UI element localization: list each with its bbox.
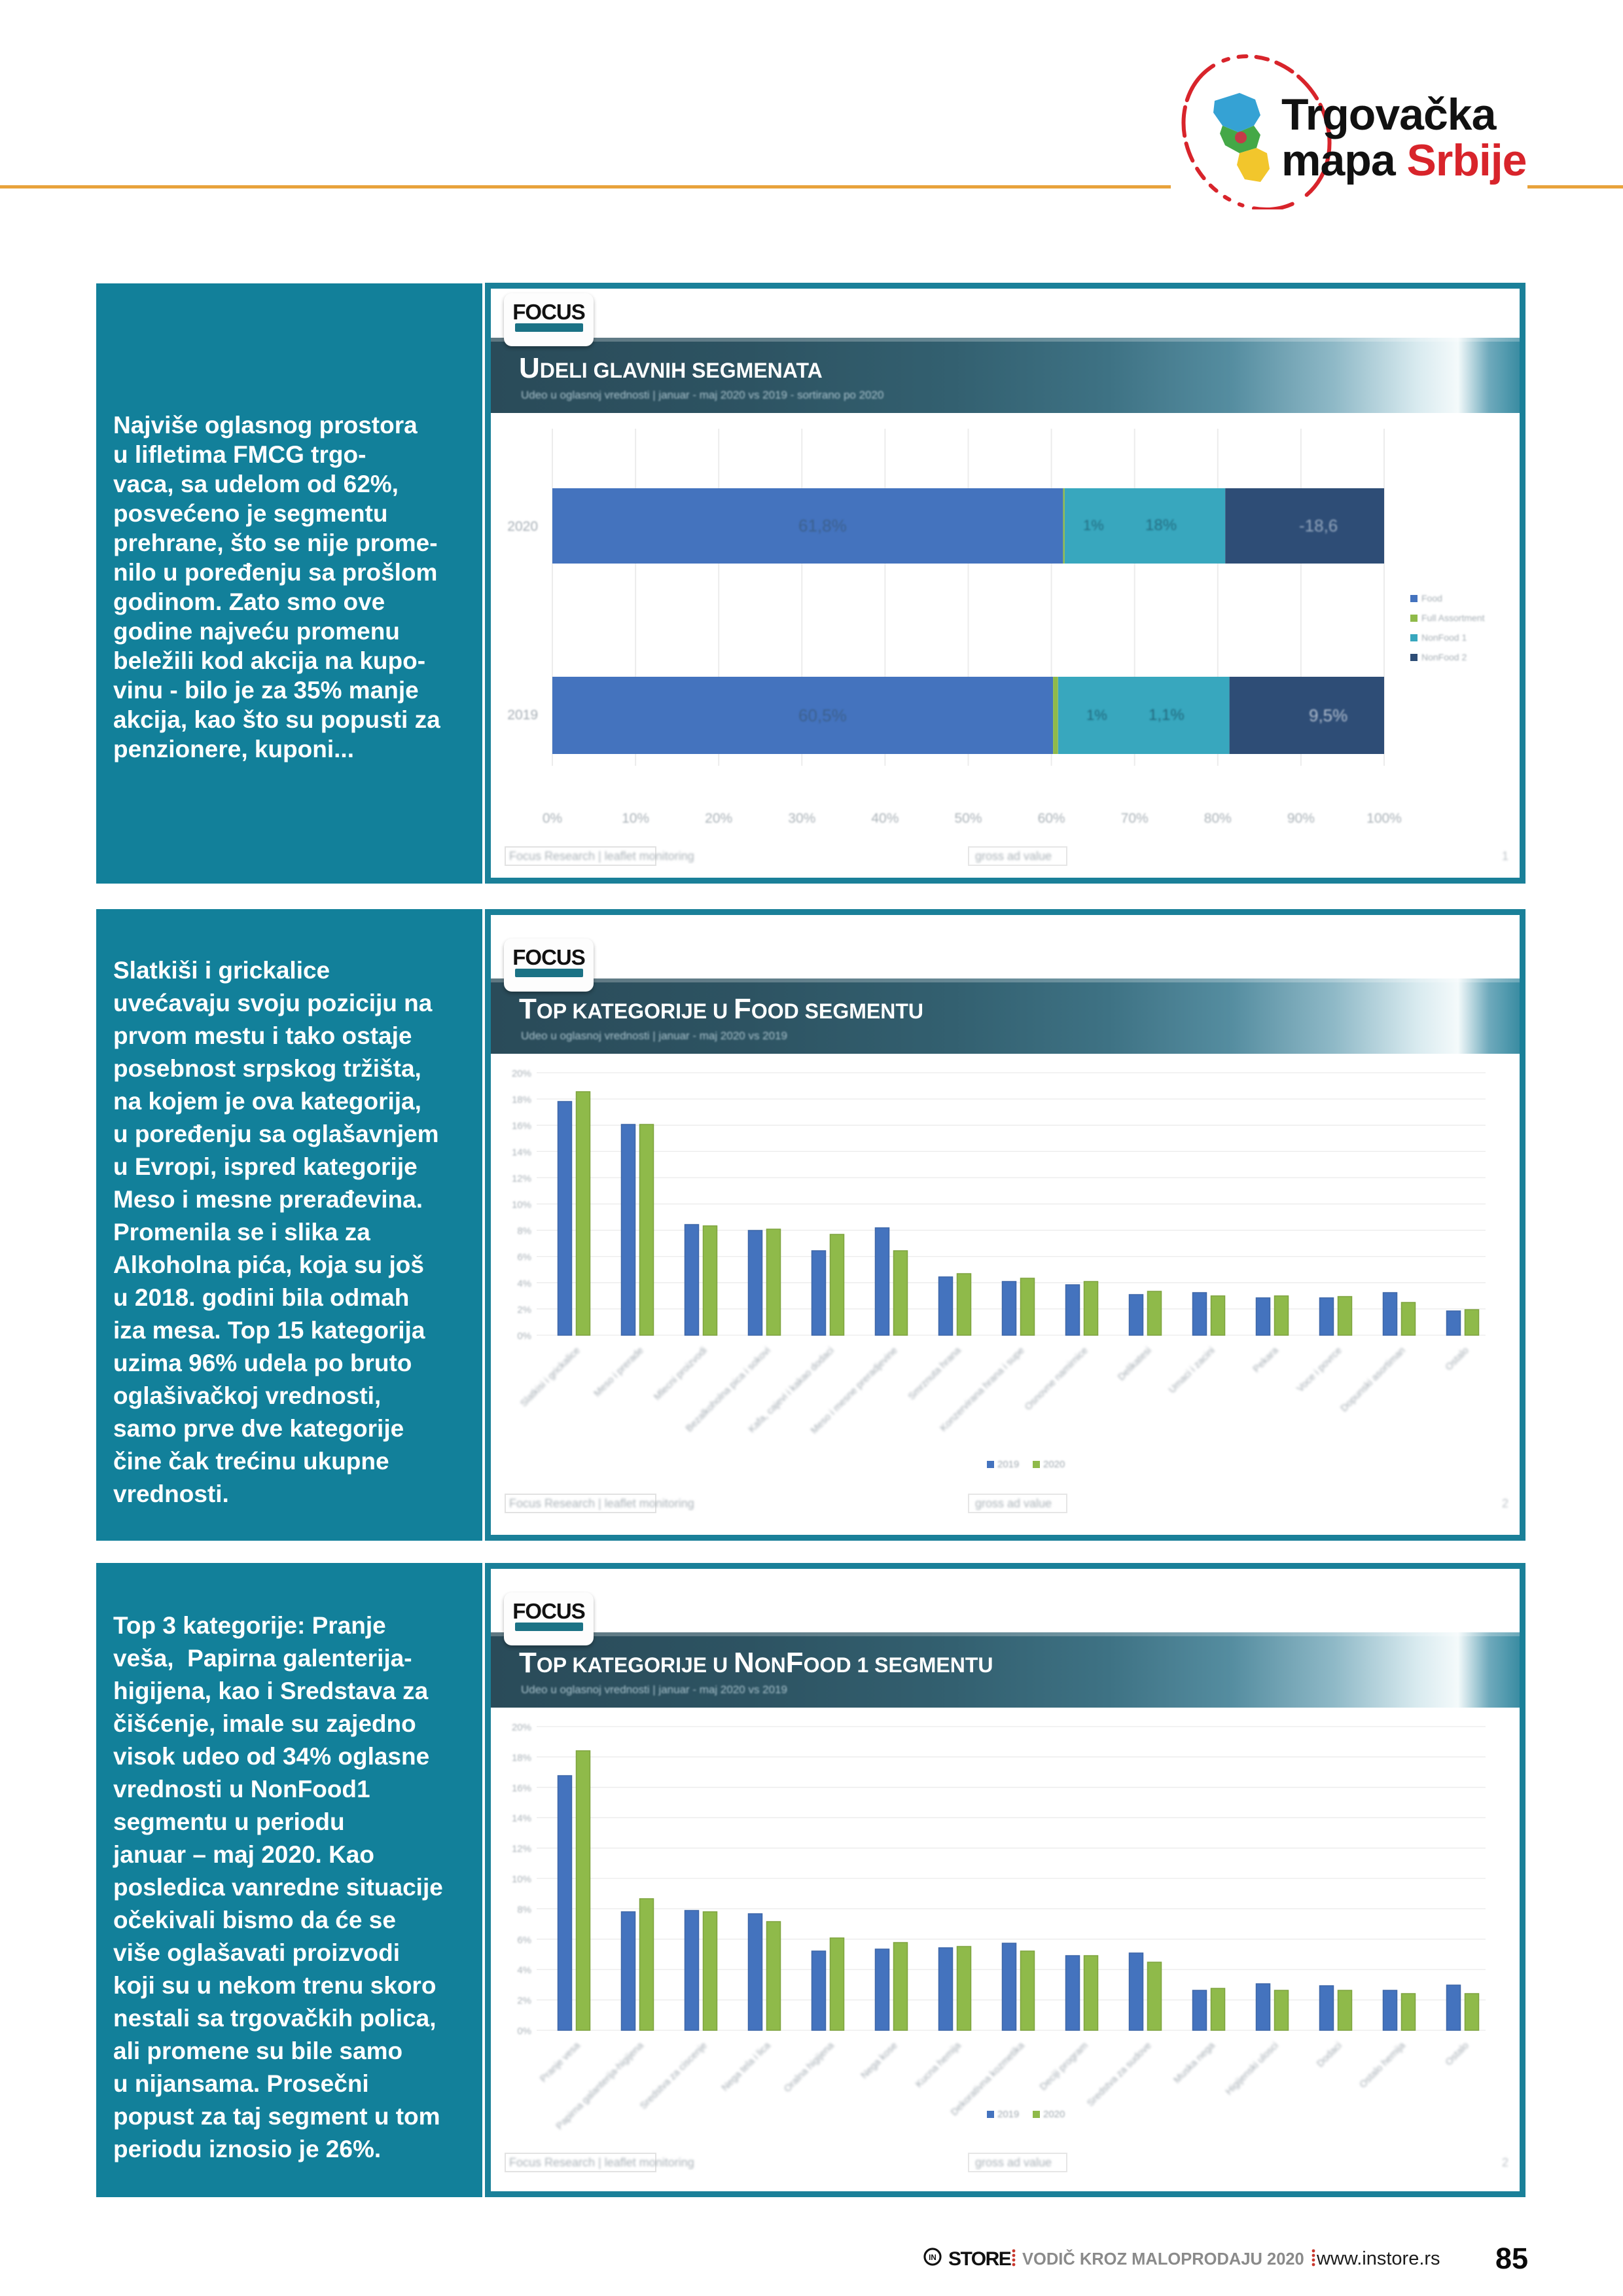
svg-text:12%: 12% (512, 1844, 531, 1855)
svg-text:4%: 4% (517, 1278, 531, 1289)
svg-text:10%: 10% (512, 1200, 531, 1211)
svg-text:Ostalo hemija: Ostalo hemija (1357, 2039, 1408, 2090)
svg-text:14%: 14% (512, 1813, 531, 1824)
svg-text:16%: 16% (512, 1783, 531, 1794)
svg-text:Nega kose: Nega kose (859, 2040, 900, 2081)
svg-text:0%: 0% (543, 811, 562, 826)
svg-text:Smrznuta hrana: Smrznuta hrana (906, 1344, 963, 1402)
svg-text:Pranje vesa: Pranje vesa (538, 2039, 582, 2084)
svg-text:9,5%: 9,5% (1309, 706, 1347, 725)
svg-text:Focus Research | leaflet monit: Focus Research | leaflet monitoring (509, 2156, 694, 2169)
svg-text:Higijenski ulosci: Higijenski ulosci (1223, 2040, 1280, 2097)
svg-text:1,1%: 1,1% (1149, 706, 1185, 724)
svg-text:30%: 30% (788, 811, 815, 826)
svg-text:2019: 2019 (997, 1459, 1019, 1470)
svg-text:4%: 4% (517, 1965, 531, 1976)
svg-text:IN: IN (929, 2253, 936, 2262)
svg-text:-18,6: -18,6 (1299, 516, 1338, 535)
svg-text:Ostalo: Ostalo (1443, 1345, 1471, 1373)
svg-text:16%: 16% (512, 1121, 531, 1132)
svg-text:2020: 2020 (1043, 1459, 1065, 1470)
svg-text:Kucna hemija: Kucna hemija (914, 2039, 964, 2090)
svg-text:60%: 60% (1038, 811, 1065, 826)
svg-text:Deciji program: Deciji program (1037, 2040, 1090, 2092)
svg-text:Nega tela i lica: Nega tela i lica (719, 2039, 773, 2093)
svg-text:70%: 70% (1121, 811, 1149, 826)
svg-text:8%: 8% (517, 1904, 531, 1915)
svg-text:Meso i prerade: Meso i prerade (592, 1345, 646, 1399)
svg-text:Oralna higijena: Oralna higijena (781, 2039, 836, 2094)
svg-text:2: 2 (1502, 1497, 1508, 1510)
svg-text:12%: 12% (512, 1173, 531, 1184)
svg-text:18%: 18% (1145, 516, 1177, 534)
svg-text:gross ad value: gross ad value (975, 1497, 1052, 1510)
svg-text:NonFood 1: NonFood 1 (1421, 632, 1467, 643)
svg-text:Dekorativna kozmetika: Dekorativna kozmetika (949, 2039, 1027, 2118)
svg-text:gross ad value: gross ad value (975, 2156, 1052, 2169)
svg-text:0%: 0% (517, 1331, 531, 1342)
svg-text:6%: 6% (517, 1252, 531, 1263)
svg-text:Full Assortment: Full Assortment (1421, 613, 1485, 623)
svg-text:Focus Research | leaflet monit: Focus Research | leaflet monitoring (509, 850, 694, 863)
svg-text:Slatkisi i grickalice: Slatkisi i grickalice (518, 1345, 582, 1409)
svg-text:Focus Research | leaflet monit: Focus Research | leaflet monitoring (509, 1497, 694, 1510)
svg-text:18%: 18% (512, 1752, 531, 1763)
svg-text:0%: 0% (517, 2026, 531, 2037)
svg-text:2: 2 (1502, 2156, 1508, 2169)
svg-text:Sredstva za ciscenje: Sredstva za ciscenje (638, 2040, 709, 2111)
svg-text:Pekara: Pekara (1251, 1344, 1281, 1374)
svg-text:2%: 2% (517, 1996, 531, 2007)
svg-text:Delikatesi: Delikatesi (1116, 1345, 1154, 1383)
svg-text:Muska nega: Muska nega (1171, 2039, 1217, 2085)
svg-text:20%: 20% (512, 1722, 531, 1733)
svg-text:NonFood 2: NonFood 2 (1421, 652, 1467, 662)
svg-text:Voce i povrce: Voce i povrce (1294, 1345, 1344, 1395)
svg-text:60,5%: 60,5% (798, 706, 847, 725)
svg-text:14%: 14% (512, 1147, 531, 1158)
svg-text:Osnovne namirnice: Osnovne namirnice (1022, 1345, 1090, 1412)
svg-text:40%: 40% (871, 811, 899, 826)
svg-text:18%: 18% (512, 1094, 531, 1105)
svg-text:10%: 10% (512, 1874, 531, 1885)
svg-text:61,8%: 61,8% (798, 516, 847, 535)
svg-text:Ostalo: Ostalo (1443, 2040, 1471, 2068)
svg-text:20%: 20% (512, 1068, 531, 1079)
svg-text:2019: 2019 (507, 708, 538, 723)
svg-text:8%: 8% (517, 1226, 531, 1237)
svg-text:1%: 1% (1086, 707, 1107, 723)
svg-text:2020: 2020 (507, 519, 538, 534)
svg-text:2019: 2019 (997, 2109, 1019, 2120)
svg-text:gross ad value: gross ad value (975, 850, 1052, 863)
svg-text:Dodaci: Dodaci (1315, 2040, 1344, 2070)
svg-text:10%: 10% (622, 811, 649, 826)
svg-text:2020: 2020 (1043, 2109, 1065, 2120)
svg-text:Sredstva za sudove: Sredstva za sudove (1085, 2040, 1154, 2109)
svg-text:1%: 1% (1083, 517, 1104, 533)
svg-text:50%: 50% (954, 811, 982, 826)
svg-text:Umaci i zacini: Umaci i zacini (1166, 1345, 1217, 1395)
svg-text:Mlecni proizvodi: Mlecni proizvodi (652, 1345, 709, 1403)
svg-text:Food: Food (1421, 593, 1442, 603)
svg-text:1: 1 (1502, 850, 1508, 863)
svg-text:Dopunski asortiman: Dopunski asortiman (1338, 1345, 1408, 1414)
svg-text:100%: 100% (1366, 811, 1402, 826)
svg-text:80%: 80% (1204, 811, 1232, 826)
svg-text:90%: 90% (1287, 811, 1315, 826)
svg-text:20%: 20% (705, 811, 732, 826)
svg-text:6%: 6% (517, 1935, 531, 1946)
svg-text:2%: 2% (517, 1304, 531, 1316)
